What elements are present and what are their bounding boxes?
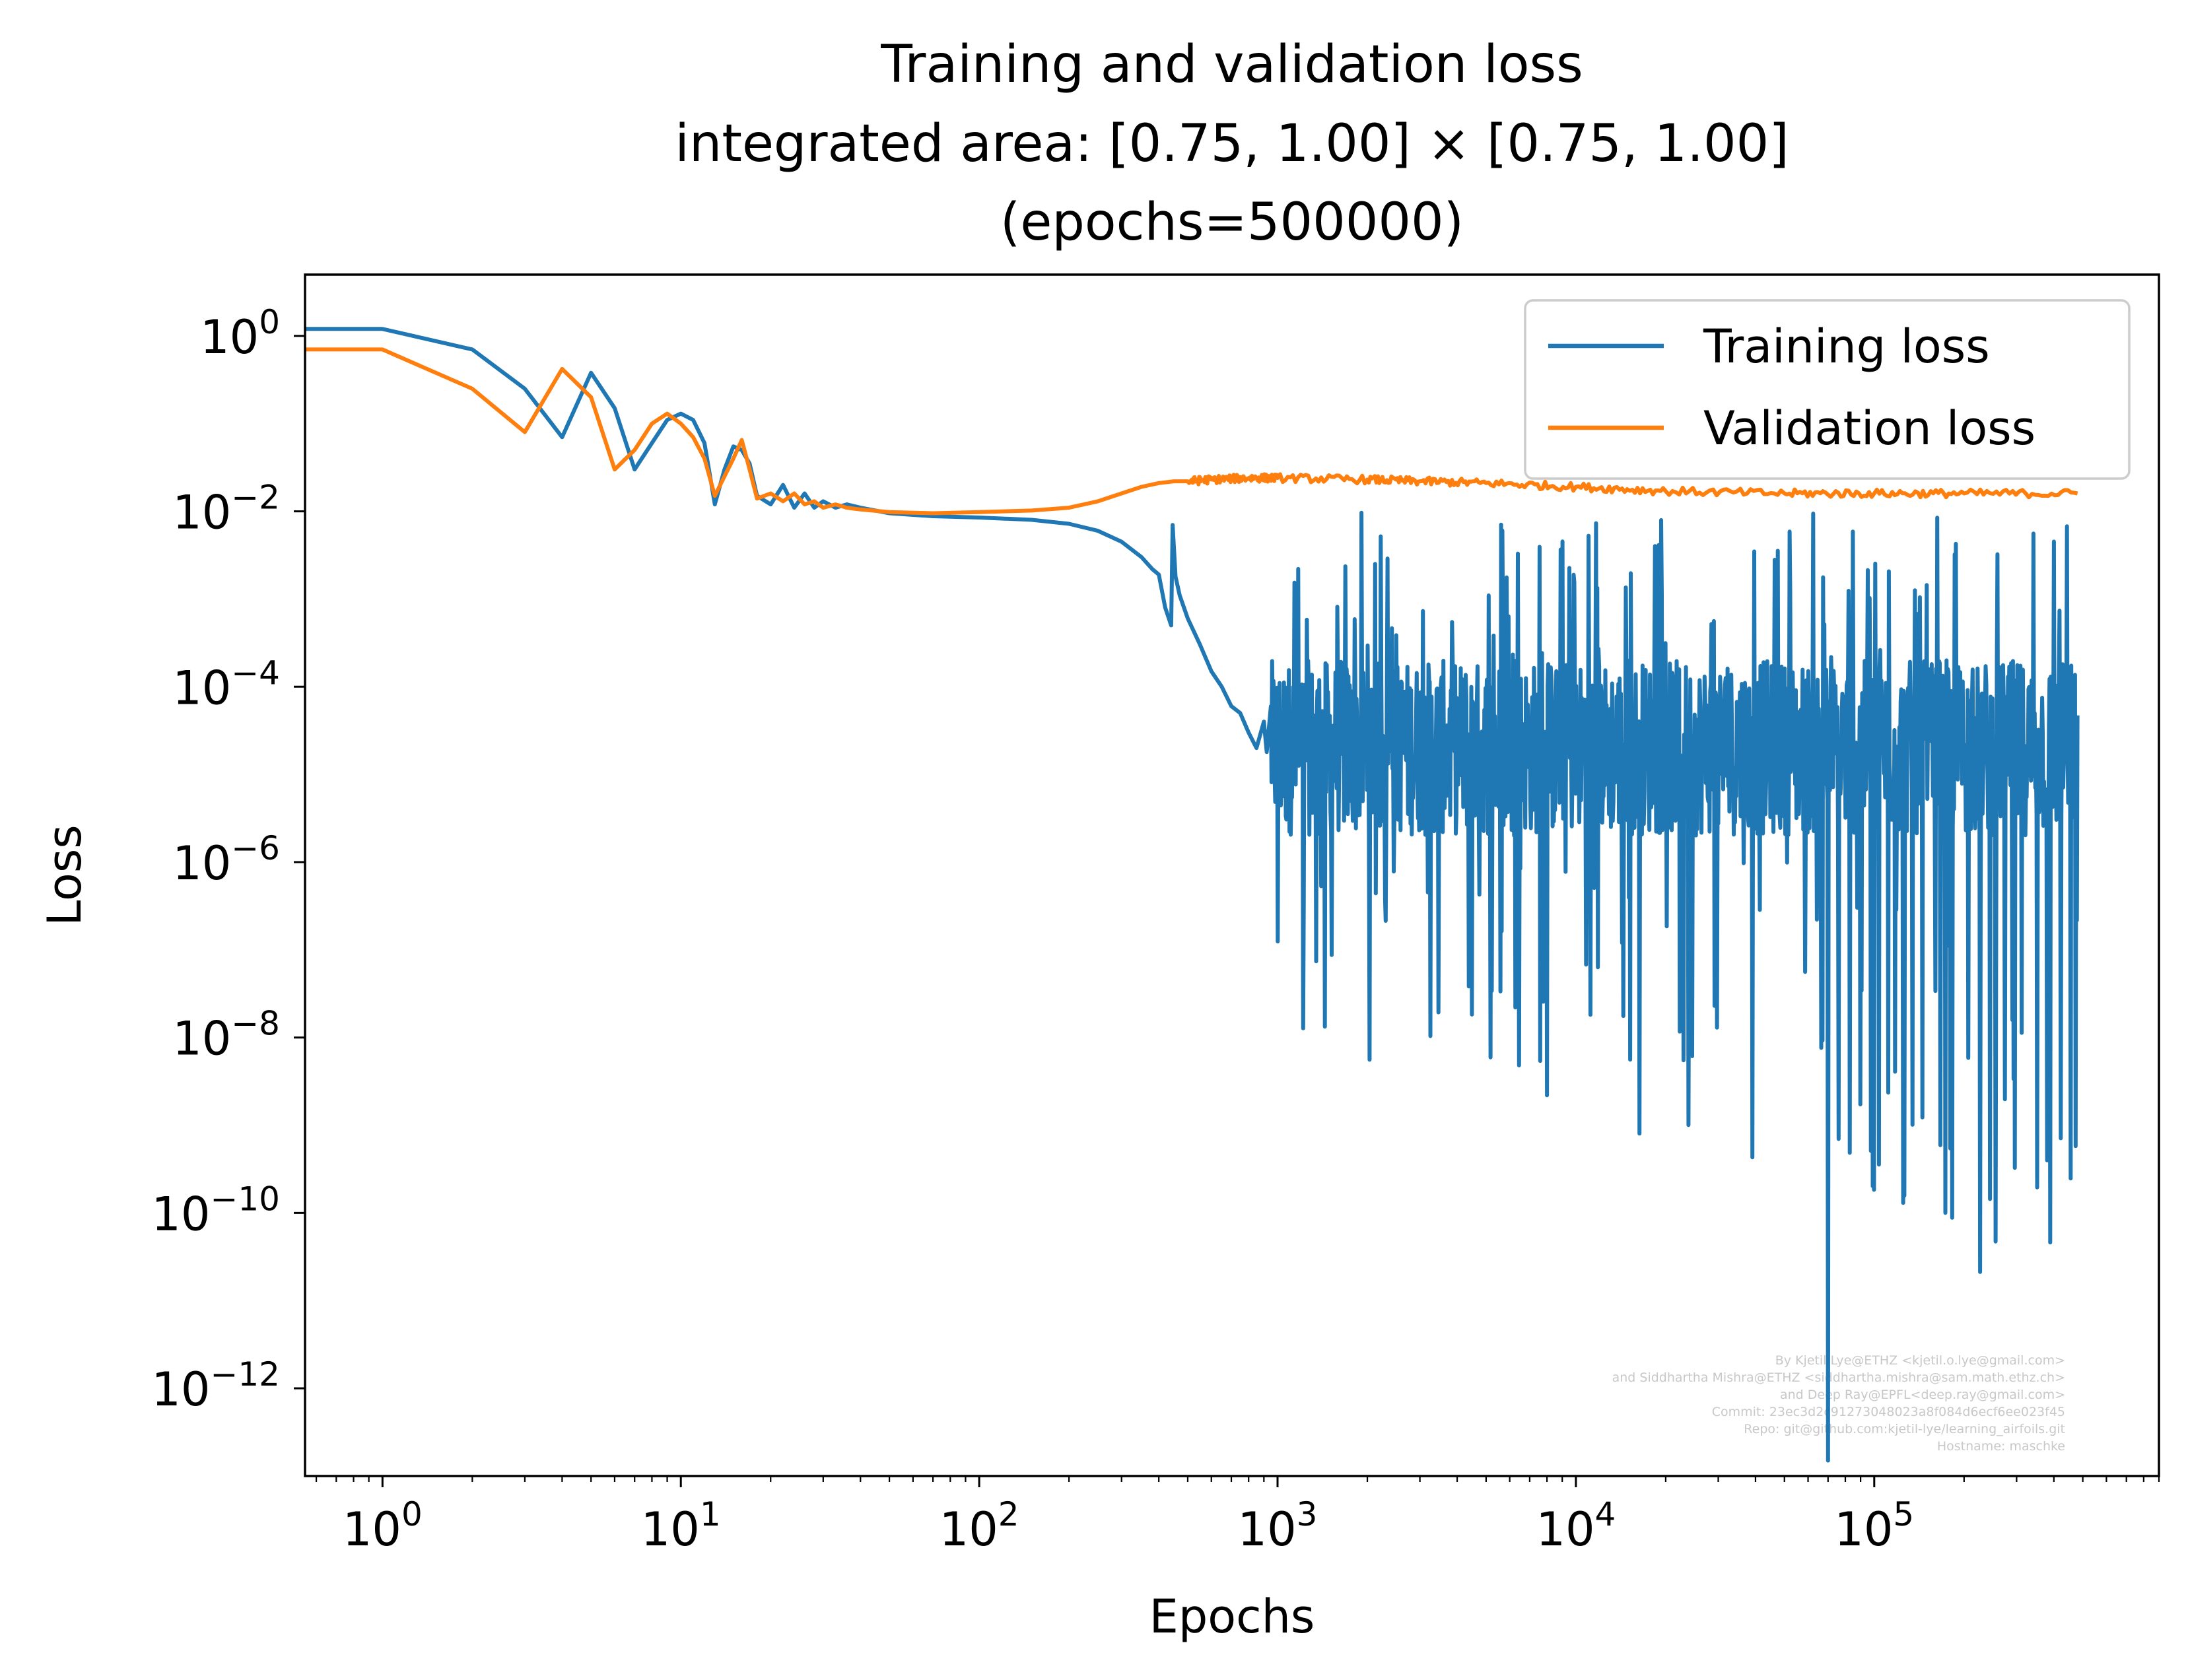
y-tick-exponent: −2 xyxy=(231,479,280,517)
plot-frame xyxy=(304,273,2160,1477)
training-loss-line xyxy=(305,327,2080,1463)
y-tick-base: 10 xyxy=(172,661,231,715)
x-tick-exponent: 4 xyxy=(1595,1495,1616,1533)
title-line-1: Training and validation loss xyxy=(880,35,1583,94)
credits-block: By Kjetil Lye@ETHZ <kjetil.o.lye@gmail.c… xyxy=(1612,1353,2065,1454)
x-tick-exponent: 0 xyxy=(401,1495,423,1533)
y-tick-label: 10−10 xyxy=(151,1180,280,1241)
credit-line-5: Repo: git@github.com:kjetil-lye/learning… xyxy=(1744,1422,2065,1436)
credit-line-1: By Kjetil Lye@ETHZ <kjetil.o.lye@gmail.c… xyxy=(1775,1353,2065,1368)
y-tick-exponent: −8 xyxy=(231,1005,280,1043)
x-axis: 100 101 102 103 104 105 xyxy=(315,1476,2160,1557)
x-tick-base: 10 xyxy=(1536,1502,1594,1557)
x-tick-label: 100 xyxy=(343,1495,423,1557)
credit-line-4: Commit: 23ec3d2c91273048023a8f084d6ecf6e… xyxy=(1712,1405,2065,1419)
legend: Training loss Validation loss xyxy=(1524,299,2131,480)
x-tick-label: 103 xyxy=(1238,1495,1318,1557)
x-tick-label: 105 xyxy=(1834,1495,1914,1557)
credit-line-6: Hostname: maschke xyxy=(1937,1439,2065,1454)
y-tick-exponent: 0 xyxy=(259,303,280,341)
legend-label-validation: Validation loss xyxy=(1703,401,2035,455)
x-tick-base: 10 xyxy=(641,1502,700,1557)
x-axis-label: Epochs xyxy=(1149,1590,1315,1644)
title-line-2: integrated area: [0.75, 1.00] × [0.75, 1… xyxy=(675,114,1789,174)
x-tick-exponent: 1 xyxy=(700,1495,721,1533)
y-tick-exponent: −12 xyxy=(210,1355,280,1394)
x-tick-exponent: 5 xyxy=(1893,1495,1914,1533)
y-tick-base: 10 xyxy=(172,1012,231,1066)
y-tick-label: 10−12 xyxy=(151,1355,280,1417)
y-tick-label: 10−6 xyxy=(172,829,280,890)
y-tick-exponent: −4 xyxy=(231,654,280,692)
y-tick-exponent: −10 xyxy=(210,1180,280,1218)
y-tick-label: 10−4 xyxy=(172,654,280,715)
x-tick-label: 102 xyxy=(940,1495,1019,1557)
x-tick-base: 10 xyxy=(1238,1502,1297,1557)
y-tick-label: 10−2 xyxy=(172,479,280,540)
y-tick-base: 10 xyxy=(172,486,231,540)
x-tick-base: 10 xyxy=(940,1502,998,1557)
validation-loss-line xyxy=(305,347,2078,516)
x-tick-base: 10 xyxy=(1834,1502,1893,1557)
series-layer xyxy=(305,327,2080,1463)
y-tick-label: 100 xyxy=(200,303,280,364)
x-tick-label: 101 xyxy=(641,1495,721,1557)
x-tick-exponent: 2 xyxy=(998,1495,1019,1533)
y-tick-base: 10 xyxy=(172,836,231,890)
y-axis-label: Loss xyxy=(38,824,92,926)
x-tick-exponent: 3 xyxy=(1297,1495,1318,1533)
y-tick-base: 10 xyxy=(151,1187,210,1241)
x-tick-base: 10 xyxy=(343,1502,401,1557)
chart-title: Training and validation loss integrated … xyxy=(675,35,1789,252)
y-tick-label: 10−8 xyxy=(172,1005,280,1066)
y-tick-base: 10 xyxy=(151,1362,210,1417)
y-tick-exponent: −6 xyxy=(231,829,280,867)
title-line-3: (epochs=500000) xyxy=(1000,193,1464,252)
y-tick-base: 10 xyxy=(200,310,259,364)
x-tick-label: 104 xyxy=(1536,1495,1616,1557)
credit-line-3: and Deep Ray@EPFL<deep.ray@gmail.com> xyxy=(1780,1388,2065,1402)
legend-label-training: Training loss xyxy=(1703,319,1990,374)
legend-box xyxy=(1524,299,2131,480)
credit-line-2: and Siddhartha Mishra@ETHZ <siddhartha.m… xyxy=(1612,1370,2065,1385)
